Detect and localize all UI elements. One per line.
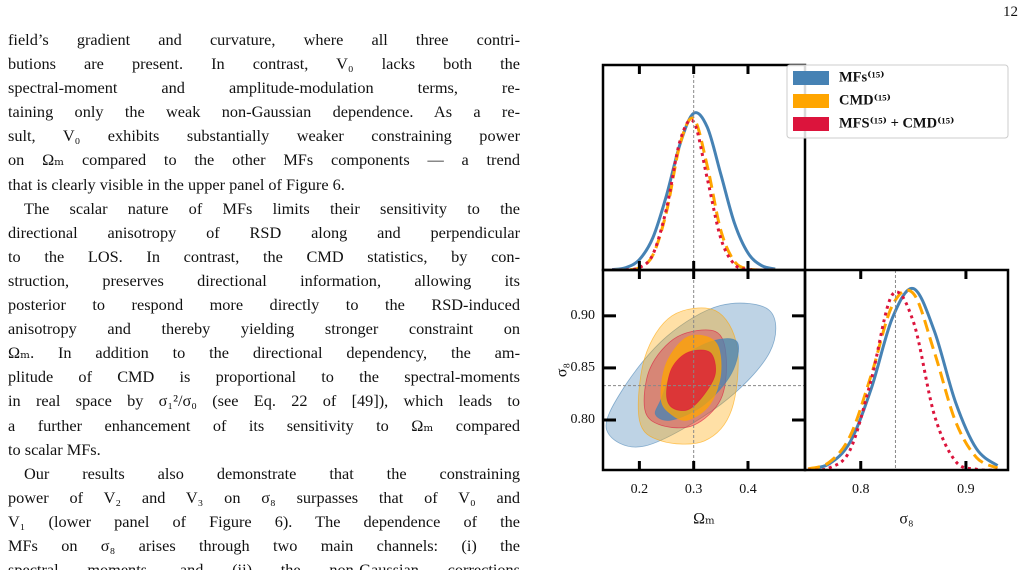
page-number: 12 <box>1003 4 1018 20</box>
y-tick-label: 0.80 <box>571 412 596 427</box>
text-line: butions are present. In contrast, V₀ lac… <box>8 54 520 74</box>
y-axis-label: σ₈ <box>554 363 571 377</box>
plot-area <box>807 270 999 470</box>
x-tick-label: 0.2 <box>631 482 649 497</box>
text-line: plitude of CMD is proportional to the sp… <box>8 367 520 387</box>
text-line: a further enhancement of its sensitivity… <box>8 415 520 435</box>
text-line: V₁ (lower panel of Figure 6). The depend… <box>8 511 520 531</box>
text-line: MFs on σ₈ arises through two main channe… <box>8 535 520 555</box>
x-tick-label: 0.9 <box>957 482 975 497</box>
legend-label: MFs⁽¹⁵⁾ <box>839 69 885 85</box>
text-line: power of V₂ and V₃ on σ₈ surpasses that … <box>8 487 520 507</box>
legend-box <box>786 64 1009 139</box>
text-line: in real space by σ₁²/σ₀ (see Eq. 22 of [… <box>8 391 520 411</box>
panel-frame <box>803 268 1010 472</box>
legend-label: CMD⁽¹⁵⁾ <box>839 92 891 108</box>
posterior-line <box>612 111 776 270</box>
posterior-line <box>807 287 999 470</box>
text-column: field’s gradient and curvature, where al… <box>8 28 520 570</box>
x-tick-label: 0.3 <box>685 482 703 497</box>
text-line: on Ωₘ compared to the other MFs componen… <box>8 150 520 170</box>
y-tick-label: 0.90 <box>571 308 596 323</box>
text-line: Our results also demonstrate that the co… <box>24 463 520 483</box>
contour <box>666 349 717 412</box>
legend-swatch <box>793 94 829 108</box>
text-line: spectral moments, and (ii) the non-Gauss… <box>8 560 520 570</box>
text-line: that is clearly visible in the upper pan… <box>8 174 345 194</box>
x-axis-label: σ₈ <box>899 511 913 528</box>
x-tick-label: 0.4 <box>739 482 757 497</box>
text-line: taining only the weak non-Gaussian depen… <box>8 102 520 122</box>
legend-swatch <box>793 117 829 131</box>
posterior-line <box>807 288 999 470</box>
text-line: Ωₘ. In addition to the directional depen… <box>8 343 520 363</box>
plot-area <box>603 270 805 470</box>
posterior-line <box>808 290 998 470</box>
y-tick-label: 0.85 <box>571 360 596 375</box>
text-line: spectral-moment and amplitude-modulation… <box>8 78 520 98</box>
text-line: struction, preserves directional informa… <box>8 270 520 290</box>
legend-swatch <box>793 71 829 85</box>
text-line: anisotropy and thereby yielding stronger… <box>8 319 520 339</box>
x-tick-label: 0.8 <box>852 482 870 497</box>
text-line: field’s gradient and curvature, where al… <box>8 30 520 49</box>
text-line: sult, V₀ exhibits substantially weaker c… <box>8 126 520 146</box>
text-line: directional anisotropy of RSD along and … <box>8 222 520 242</box>
text-line: to scalar MFs. <box>8 439 101 459</box>
text-line: The scalar nature of MFs limits their se… <box>24 198 520 218</box>
x-axis-label: Ωₘ <box>693 511 715 528</box>
text-line: posterior to respond more directly to th… <box>8 295 520 315</box>
text-line: to the LOS. In contrast, the CMD statist… <box>8 246 520 266</box>
plot-area <box>612 65 776 270</box>
legend-label: MFS⁽¹⁵⁾ + CMD⁽¹⁵⁾ <box>839 115 954 131</box>
